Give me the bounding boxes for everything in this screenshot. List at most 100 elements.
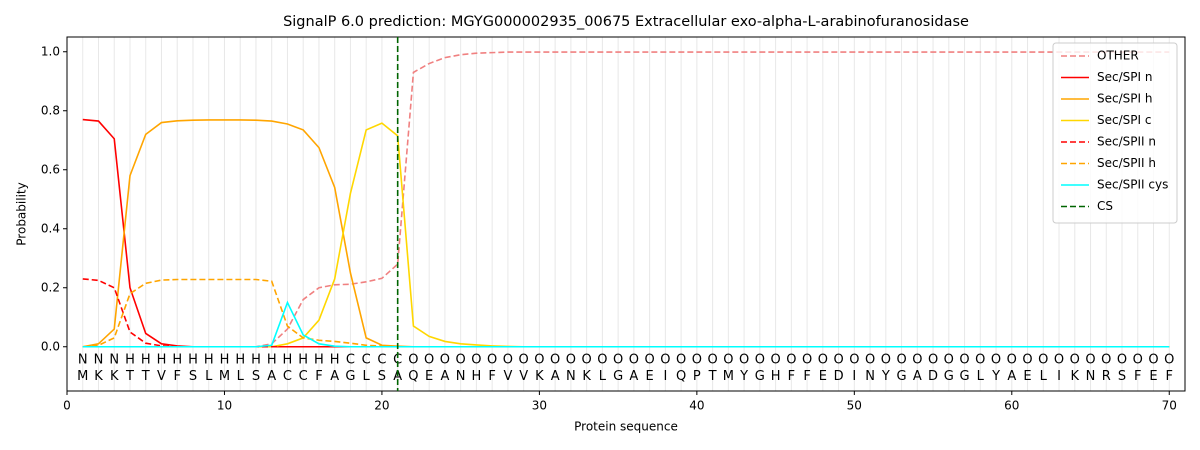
residue-label: N	[1086, 369, 1096, 384]
residue-label: F	[1166, 369, 1173, 384]
region-label: O	[456, 353, 466, 368]
region-label: O	[408, 353, 418, 368]
residue-label: K	[1071, 369, 1080, 384]
residue-label: Q	[676, 369, 686, 384]
residue-label: S	[252, 369, 260, 384]
region-label: O	[896, 353, 906, 368]
region-label: N	[78, 353, 88, 368]
region-label: O	[959, 353, 969, 368]
residue-label: N	[865, 369, 875, 384]
residue-label: G	[960, 369, 970, 384]
residue-label: E	[1149, 369, 1157, 384]
residue-label: A	[267, 369, 276, 384]
region-label: O	[1038, 353, 1048, 368]
region-label: O	[1070, 353, 1080, 368]
region-label: H	[220, 353, 230, 368]
region-label: H	[125, 353, 135, 368]
region-label: O	[739, 353, 749, 368]
region-label: O	[676, 353, 686, 368]
region-label: O	[1054, 353, 1064, 368]
residue-label: F	[173, 369, 180, 384]
region-label: O	[503, 353, 513, 368]
series-line	[82, 278, 1170, 348]
region-label: O	[471, 353, 481, 368]
series-line	[82, 300, 1170, 348]
region-label: H	[157, 353, 167, 368]
region-label: O	[755, 353, 765, 368]
residue-label: K	[94, 369, 103, 384]
residue-label: T	[141, 369, 150, 384]
x-axis-label: Protein sequence	[574, 420, 678, 434]
region-label: O	[597, 353, 607, 368]
region-label: O	[723, 353, 733, 368]
residue-label: E	[819, 369, 827, 384]
region-label: H	[141, 353, 151, 368]
residue-label: F	[1134, 369, 1141, 384]
region-label: O	[519, 353, 529, 368]
residue-label: K	[582, 369, 591, 384]
region-label: O	[944, 353, 954, 368]
region-label: C	[377, 353, 386, 368]
residue-label: L	[237, 369, 245, 384]
region-label: O	[613, 353, 623, 368]
x-tick-label: 10	[217, 399, 232, 413]
region-label: O	[975, 353, 985, 368]
region-label: H	[251, 353, 261, 368]
y-tick-label: 0.4	[41, 221, 60, 235]
region-label: O	[660, 353, 670, 368]
region-label: O	[534, 353, 544, 368]
y-tick-label: 0.8	[41, 103, 60, 117]
residue-label: L	[205, 369, 213, 384]
residue-label: T	[708, 369, 717, 384]
y-tick-label: 0.2	[41, 280, 60, 294]
residue-label: R	[1102, 369, 1111, 384]
region-label: O	[833, 353, 843, 368]
region-label: O	[645, 353, 655, 368]
residue-label: A	[440, 369, 449, 384]
x-tick-label: 20	[374, 399, 389, 413]
series-line	[82, 122, 1170, 348]
region-label: N	[94, 353, 104, 368]
series-line	[82, 278, 1170, 348]
residue-label: S	[1118, 369, 1126, 384]
legend-label: Sec/SPII h	[1097, 156, 1156, 170]
region-label: O	[487, 353, 497, 368]
residue-label: D	[834, 369, 844, 384]
region-label: O	[912, 353, 922, 368]
residue-label: I	[852, 369, 856, 384]
residue-label: G	[944, 369, 954, 384]
x-tick-label: 50	[847, 399, 862, 413]
legend-label: Sec/SPII cys	[1097, 178, 1168, 192]
region-label: O	[1117, 353, 1127, 368]
chart-title: SignalP 6.0 prediction: MGYG000002935_00…	[283, 14, 969, 30]
region-label: O	[818, 353, 828, 368]
residue-label: E	[1023, 369, 1031, 384]
region-label: O	[849, 353, 859, 368]
plot-frame	[66, 36, 1186, 392]
residue-label: G	[755, 369, 765, 384]
residue-label: V	[519, 369, 528, 384]
region-label: H	[267, 353, 277, 368]
residue-label: E	[425, 369, 433, 384]
region-label: C	[346, 353, 355, 368]
residue-label: L	[363, 369, 371, 384]
region-label: H	[330, 353, 340, 368]
residue-label: F	[803, 369, 810, 384]
residue-label: D	[928, 369, 938, 384]
region-label: O	[1133, 353, 1143, 368]
series-line	[82, 119, 1170, 348]
region-label: O	[786, 353, 796, 368]
residue-label: K	[110, 369, 119, 384]
region-label: H	[314, 353, 324, 368]
region-label: O	[1101, 353, 1111, 368]
y-tick-label: 1.0	[41, 44, 60, 58]
residue-label: L	[1040, 369, 1048, 384]
residue-label: A	[913, 369, 922, 384]
region-label: H	[235, 353, 245, 368]
residue-label: Y	[991, 369, 1000, 384]
legend-label: CS	[1097, 199, 1113, 213]
residue-label: H	[771, 369, 781, 384]
region-label: O	[1148, 353, 1158, 368]
region-label: O	[865, 353, 875, 368]
